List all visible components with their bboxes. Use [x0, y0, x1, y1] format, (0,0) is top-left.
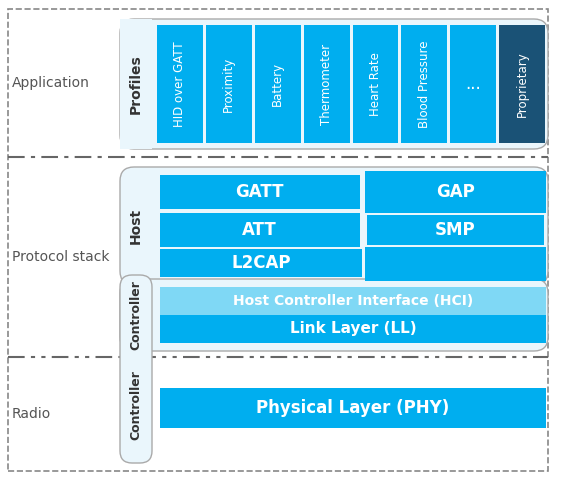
Bar — [365, 213, 546, 247]
Bar — [365, 171, 546, 281]
Text: SMP: SMP — [435, 221, 475, 239]
FancyBboxPatch shape — [120, 275, 152, 463]
FancyBboxPatch shape — [120, 279, 548, 351]
Text: Physical Layer (PHY): Physical Layer (PHY) — [256, 399, 450, 417]
Text: GAP: GAP — [436, 183, 475, 201]
FancyBboxPatch shape — [120, 19, 548, 149]
Bar — [160, 175, 360, 209]
Bar — [366, 215, 544, 245]
Text: Blood Pressure: Blood Pressure — [418, 40, 431, 128]
Text: Radio: Radio — [12, 407, 51, 421]
Bar — [120, 19, 152, 149]
Bar — [499, 25, 545, 143]
Bar — [450, 25, 496, 143]
Text: Proprietary: Proprietary — [515, 51, 529, 117]
Text: L2CAP: L2CAP — [231, 254, 291, 272]
Text: Controller: Controller — [129, 280, 143, 350]
Text: Host: Host — [129, 208, 143, 244]
Bar — [401, 25, 447, 143]
Text: HID over GATT: HID over GATT — [174, 41, 187, 127]
Bar — [160, 315, 546, 343]
Bar — [303, 25, 350, 143]
Text: ATT: ATT — [242, 221, 277, 239]
Bar — [206, 25, 252, 143]
Text: Profiles: Profiles — [129, 54, 143, 114]
Bar — [157, 25, 203, 143]
Bar — [160, 287, 546, 315]
Text: Proximity: Proximity — [223, 57, 235, 112]
Text: Thermometer: Thermometer — [320, 44, 333, 125]
Bar — [160, 249, 361, 277]
Text: Battery: Battery — [271, 62, 284, 106]
Text: Heart Rate: Heart Rate — [369, 52, 382, 116]
Text: Link Layer (LL): Link Layer (LL) — [289, 321, 416, 337]
Text: Host Controller Interface (HCI): Host Controller Interface (HCI) — [233, 294, 473, 308]
Text: Protocol stack: Protocol stack — [12, 250, 110, 264]
Text: Application: Application — [12, 76, 90, 90]
Bar — [160, 388, 546, 428]
Bar — [160, 213, 360, 247]
FancyBboxPatch shape — [120, 167, 548, 285]
Bar — [352, 25, 398, 143]
Text: GATT: GATT — [235, 183, 284, 201]
Bar — [255, 25, 301, 143]
Text: ...: ... — [465, 75, 481, 93]
Text: Controller: Controller — [129, 370, 143, 440]
